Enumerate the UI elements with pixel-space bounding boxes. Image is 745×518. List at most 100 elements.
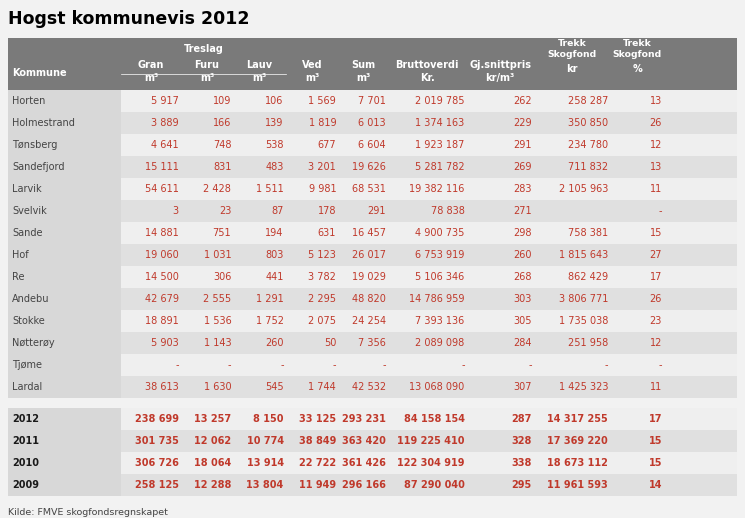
Text: 258 125: 258 125 [135,480,179,490]
Text: 306 726: 306 726 [135,458,179,468]
Text: 119 225 410: 119 225 410 [397,436,465,446]
Text: 269: 269 [513,162,532,172]
Text: 260: 260 [513,250,532,260]
Text: 1 425 323: 1 425 323 [559,382,608,392]
Text: 14 500: 14 500 [145,272,179,282]
Text: 78 838: 78 838 [431,206,465,216]
Text: Gj.snittpris: Gj.snittpris [469,61,531,70]
Text: 483: 483 [265,162,284,172]
Text: 38 613: 38 613 [145,382,179,392]
Text: 1 744: 1 744 [308,382,336,392]
Bar [8,156,737,178]
Text: 2 428: 2 428 [203,184,231,194]
Text: 305: 305 [513,316,532,326]
Text: 9 981: 9 981 [308,184,336,194]
Text: 15: 15 [650,228,662,238]
Text: 68 531: 68 531 [352,184,386,194]
Text: 258 287: 258 287 [568,96,608,106]
Text: 5 106 346: 5 106 346 [415,272,465,282]
Bar [8,178,121,200]
Text: 862 429: 862 429 [568,272,608,282]
Bar [8,112,737,134]
Text: 1 031: 1 031 [203,250,231,260]
Text: -: - [333,360,336,370]
Bar [8,332,121,354]
Text: 48 820: 48 820 [352,294,386,304]
Bar [8,222,121,244]
Bar [8,266,737,288]
Text: Trekk
Skogfond: Trekk Skogfond [548,39,597,59]
Text: 5 903: 5 903 [151,338,179,348]
Text: -: - [659,360,662,370]
Bar [8,430,737,452]
Text: 262: 262 [513,96,532,106]
Text: Hof: Hof [12,250,28,260]
Text: -: - [382,360,386,370]
Text: 17: 17 [649,414,662,424]
Text: 2 105 963: 2 105 963 [559,184,608,194]
Bar [8,408,737,430]
Text: 306: 306 [213,272,231,282]
Text: 8 150: 8 150 [253,414,284,424]
Text: m³: m³ [305,74,319,83]
Text: 268: 268 [513,272,532,282]
Text: 441: 441 [265,272,284,282]
Text: m³: m³ [144,74,158,83]
Text: m³: m³ [253,74,267,83]
Text: 6 013: 6 013 [358,118,386,128]
Bar [8,474,121,496]
Text: 711 832: 711 832 [568,162,608,172]
Text: 10 774: 10 774 [247,436,284,446]
Text: %: % [633,64,642,75]
Text: 11: 11 [650,382,662,392]
Text: 5 123: 5 123 [308,250,336,260]
Text: 54 611: 54 611 [145,184,179,194]
Text: -: - [605,360,608,370]
Text: Trekk
Skogfond: Trekk Skogfond [612,39,662,59]
Text: 831: 831 [213,162,231,172]
Text: 284: 284 [513,338,532,348]
Text: 1 569: 1 569 [308,96,336,106]
Bar [8,288,737,310]
Text: 251 958: 251 958 [568,338,608,348]
Text: 23: 23 [650,316,662,326]
Text: 1 923 187: 1 923 187 [415,140,465,150]
Text: 16 457: 16 457 [352,228,386,238]
Bar [8,244,737,266]
Text: 4 641: 4 641 [151,140,179,150]
Text: 13: 13 [650,162,662,172]
Text: Stokke: Stokke [12,316,45,326]
Text: 4 900 735: 4 900 735 [415,228,465,238]
Text: 12: 12 [650,140,662,150]
Bar [8,266,121,288]
Text: 194: 194 [265,228,284,238]
Text: 3 889: 3 889 [151,118,179,128]
Text: 2 555: 2 555 [203,294,231,304]
Text: 50: 50 [324,338,336,348]
Text: 1 735 038: 1 735 038 [559,316,608,326]
Text: 238 699: 238 699 [135,414,179,424]
Text: kr/m³: kr/m³ [486,74,515,83]
Bar [8,376,121,398]
Text: 11 949: 11 949 [299,480,336,490]
Text: 13: 13 [650,96,662,106]
Text: 7 393 136: 7 393 136 [415,316,465,326]
Bar [8,200,737,222]
Text: 283: 283 [513,184,532,194]
Text: 13 068 090: 13 068 090 [409,382,465,392]
Text: 307: 307 [513,382,532,392]
Text: 26: 26 [650,118,662,128]
Text: Sande: Sande [12,228,42,238]
Text: Tønsberg: Tønsberg [12,140,57,150]
Text: 7 701: 7 701 [358,96,386,106]
Bar [8,244,121,266]
Text: 11: 11 [650,184,662,194]
Text: 803: 803 [265,250,284,260]
Text: 234 780: 234 780 [568,140,608,150]
Text: 2009: 2009 [12,480,39,490]
Text: -: - [228,360,231,370]
Text: Furu: Furu [194,61,220,70]
Text: 26: 26 [650,294,662,304]
Text: 303: 303 [513,294,532,304]
Bar [8,452,121,474]
